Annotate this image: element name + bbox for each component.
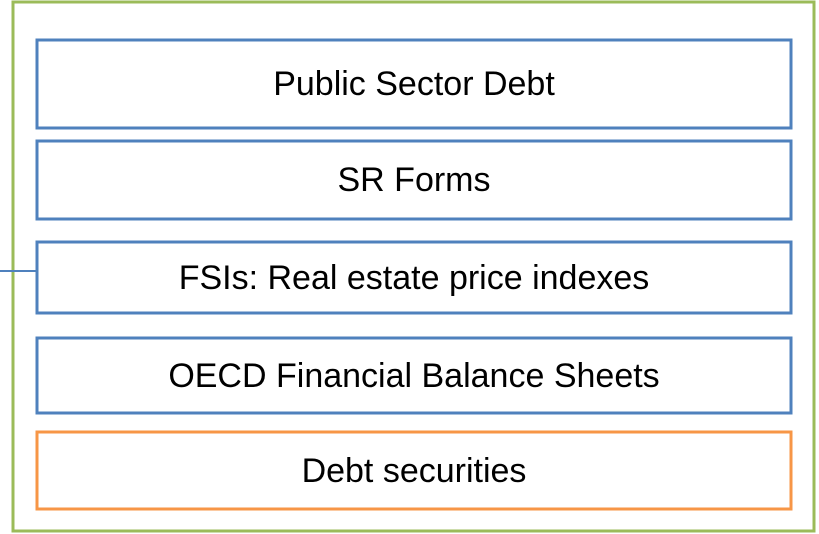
box-label: Debt securities	[302, 452, 527, 490]
box	[35, 240, 793, 315]
box	[35, 38, 793, 130]
box-label: FSIs: Real estate price indexes	[179, 259, 650, 297]
box-label: SR Forms	[338, 161, 491, 199]
box	[35, 139, 793, 221]
box-highlight	[35, 430, 793, 511]
box-label: OECD Financial Balance Sheets	[168, 357, 659, 395]
box	[35, 336, 793, 415]
box-label: Public Sector Debt	[273, 65, 555, 103]
